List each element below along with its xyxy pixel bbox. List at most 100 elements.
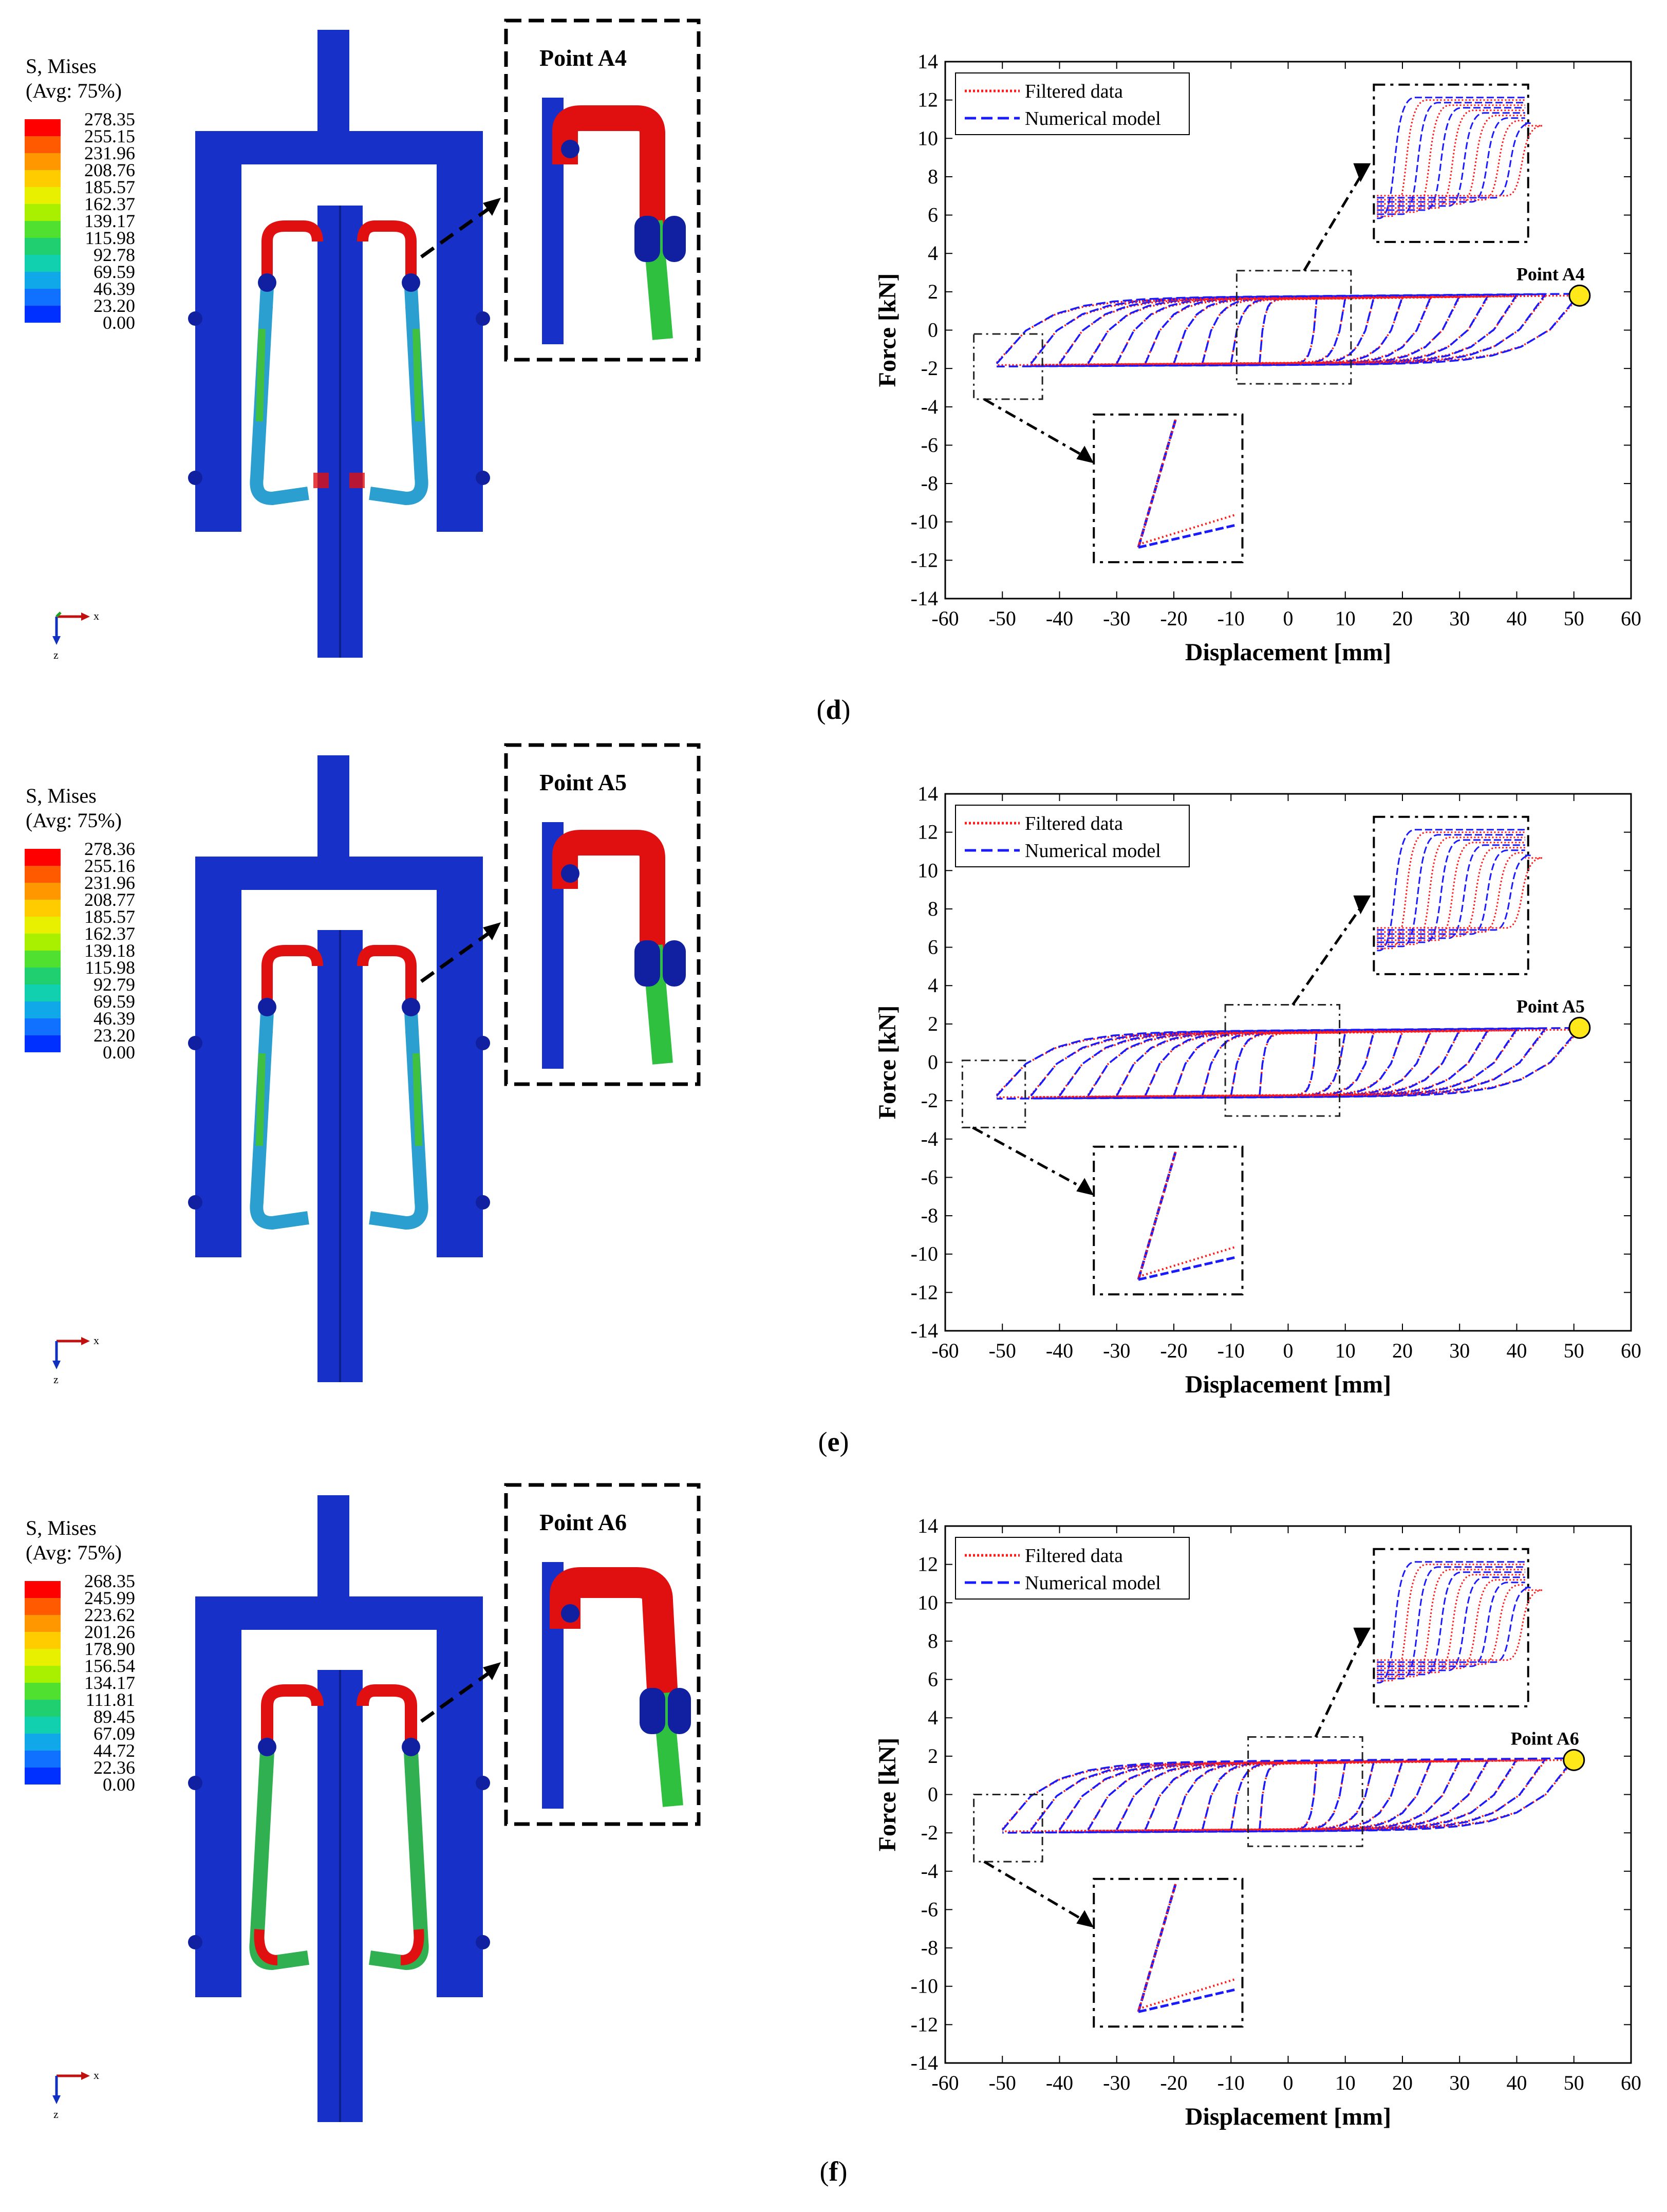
x-tick-label: 10 xyxy=(1335,607,1356,630)
inset-filtered xyxy=(1377,837,1525,945)
y-tick-label: -6 xyxy=(921,1165,938,1188)
legend-label-numerical: Numerical model xyxy=(1025,1572,1161,1594)
y-tick-label: 14 xyxy=(917,782,938,805)
inset-numerical xyxy=(1377,107,1525,211)
damper-structure xyxy=(188,1495,501,2122)
colorbar-value: 245.99 xyxy=(84,1588,135,1608)
colorbar-band xyxy=(25,900,61,917)
inset-numerical xyxy=(1377,1582,1525,1667)
colorbar-value: 115.98 xyxy=(85,228,135,248)
inset-filtered xyxy=(1377,852,1525,933)
y-tick-label: -12 xyxy=(911,2013,938,2036)
colorbar-value: 0.00 xyxy=(103,312,135,333)
colorbar-band xyxy=(25,204,61,221)
y-tick-label: -2 xyxy=(921,357,938,380)
inset-numerical xyxy=(1138,1256,1235,1281)
y-tick-label: -8 xyxy=(921,1936,938,1959)
y-tick-label: -10 xyxy=(911,510,938,533)
filtered-loop xyxy=(1001,1759,1576,1832)
y-tick-label: -8 xyxy=(921,472,938,495)
damper-structure xyxy=(188,755,501,1382)
colorbar-value: 92.78 xyxy=(93,245,135,265)
y-axis-label: Force [kN] xyxy=(874,273,901,387)
chart-legend: Filtered data Numerical model xyxy=(955,72,1190,135)
panel-caption-f: (f) xyxy=(819,2156,848,2187)
colorbar-band xyxy=(25,170,61,187)
x-tick-label: -60 xyxy=(931,2071,959,2094)
x-tick-label: -50 xyxy=(989,1339,1016,1362)
inset-filtered xyxy=(1137,419,1177,548)
x-tick-label: 30 xyxy=(1449,607,1470,630)
colorbar-band xyxy=(25,255,61,272)
y-tick-label: 0 xyxy=(928,1051,938,1074)
point-marker-label: Point A5 xyxy=(1516,996,1585,1016)
colorbar-band xyxy=(25,1632,61,1649)
y-tick-label: -4 xyxy=(921,1860,938,1883)
point-marker xyxy=(1568,1016,1591,1039)
colorbar-value: 46.39 xyxy=(93,1008,135,1029)
inset-filtered xyxy=(1377,1564,1525,1682)
colorbar-band xyxy=(25,238,61,255)
contour-title: S, Mises xyxy=(26,54,97,78)
zoom-inset-model xyxy=(542,822,686,1069)
x-axis-label: Displacement [mm] xyxy=(1185,1371,1391,1398)
inset-numerical xyxy=(1377,829,1525,952)
point-marker-label: Point A6 xyxy=(1511,1728,1579,1749)
colorbar-band xyxy=(25,883,61,900)
x-tick-label: 40 xyxy=(1507,2071,1527,2094)
x-tick-label: 20 xyxy=(1392,2071,1413,2094)
contour-colorbar: 278.36255.16231.96208.77185.57162.37139.… xyxy=(25,839,135,1063)
x-tick-label: -50 xyxy=(989,607,1016,630)
y-axis-label: Force [kN] xyxy=(874,1006,901,1120)
zoom-arrow xyxy=(972,1126,1090,1193)
colorbar-value: 231.96 xyxy=(84,872,135,893)
panel-caption-d: (d) xyxy=(816,694,851,725)
zoom-arrow xyxy=(1303,170,1365,272)
colorbar-band xyxy=(25,1581,61,1598)
legend-box xyxy=(955,805,1190,867)
hysteresis-chart-f: -60 -50 -40 -30 -20 -10 0 10 20 30 40 50 60-14-12-10… xyxy=(874,1514,1641,2130)
inset-numerical xyxy=(1377,1561,1525,1684)
inset-filtered xyxy=(1377,120,1525,201)
triad-x-label: x xyxy=(93,1334,99,1347)
inset-filtered xyxy=(1377,1584,1525,1665)
point-marker-label: Point A4 xyxy=(1516,264,1585,284)
contour-colorbar: 268.35245.99223.62201.26178.90156.54134.… xyxy=(25,1571,135,1795)
y-tick-label: -4 xyxy=(921,395,938,418)
x-tick-label: 50 xyxy=(1564,1339,1584,1362)
triad-z-label: z xyxy=(53,648,59,661)
zoom-region xyxy=(961,1059,1026,1128)
y-tick-label: 8 xyxy=(928,165,938,188)
colorbar-band xyxy=(25,289,61,306)
y-tick-label: -12 xyxy=(911,548,938,571)
colorbar-band xyxy=(25,1717,61,1734)
x-tick-label: 50 xyxy=(1564,607,1584,630)
y-axis-label: Force [kN] xyxy=(874,1738,901,1852)
x-tick-label: 60 xyxy=(1621,607,1641,630)
colorbar-value: 23.20 xyxy=(93,1025,135,1046)
fe-model-f: S, Mises (Avg: 75%) 268.35245.99223.6220… xyxy=(25,1483,701,2122)
zoom-region xyxy=(1235,270,1352,385)
zoom-region xyxy=(973,1794,1043,1863)
point-label: Point A6 xyxy=(539,1509,627,1535)
colorbar-value: 255.16 xyxy=(84,856,135,876)
zoom-inset-model xyxy=(542,98,686,344)
zoom-region xyxy=(1224,1004,1341,1117)
colorbar-value: 67.09 xyxy=(93,1723,135,1744)
colorbar-band xyxy=(25,306,61,323)
x-tick-label: 30 xyxy=(1449,2071,1470,2094)
legend-box xyxy=(955,1537,1190,1600)
y-tick-label: 2 xyxy=(928,1744,938,1768)
colorbar-band xyxy=(25,153,61,170)
triad-z-label: z xyxy=(53,1373,59,1386)
y-tick-label: -10 xyxy=(911,1242,938,1266)
zoom-inset-lower xyxy=(1093,1145,1244,1296)
y-tick-label: 4 xyxy=(928,974,938,997)
zoom-inset-lower xyxy=(1093,413,1244,564)
colorbar-band xyxy=(25,1598,61,1615)
zoom-arrowhead xyxy=(1353,163,1371,182)
colorbar-band xyxy=(25,1666,61,1683)
inset-filtered xyxy=(1377,857,1543,929)
colorbar-value: 278.35 xyxy=(84,109,135,129)
